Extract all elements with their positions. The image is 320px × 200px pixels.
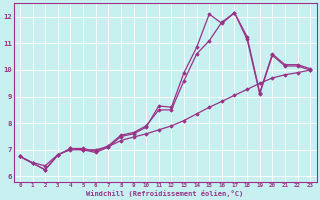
X-axis label: Windchill (Refroidissement éolien,°C): Windchill (Refroidissement éolien,°C) xyxy=(86,190,244,197)
